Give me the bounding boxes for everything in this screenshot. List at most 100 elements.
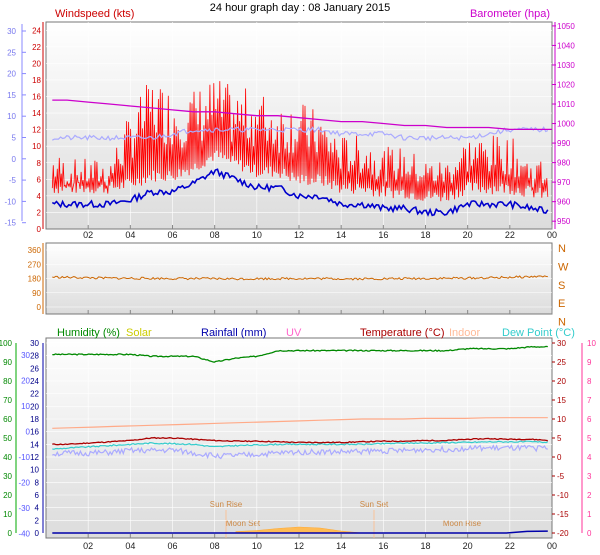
baro-ytick-label: 970 (557, 178, 571, 187)
humidity-ytick-label: 100 (0, 339, 13, 348)
direction-compass-label: N (558, 317, 566, 329)
uv-ytick-label: 4 (587, 453, 592, 462)
temp-right-label: 0 (557, 453, 562, 462)
temp-ytick-label: 8 (35, 478, 40, 487)
wind-far-left-label: -5 (9, 176, 17, 185)
dewpoint-label: Dew Point (°C) (502, 327, 575, 339)
wind-ytick-label: 2 (37, 208, 42, 217)
temp-right-label: -15 (557, 510, 569, 519)
temp-xtick-label: 18 (420, 541, 430, 551)
temp-right-label: -5 (557, 472, 565, 481)
rainfall-label: Rainfall (mm) (201, 327, 266, 339)
wind-far-left-label: 0 (12, 155, 17, 164)
wind-ytick-label: 12 (32, 126, 41, 135)
wind-xtick-label: 14 (336, 230, 346, 240)
temp-ytick-label: 12 (30, 453, 39, 462)
wind-ytick-label: 16 (32, 93, 41, 102)
gust-series-line (51, 81, 549, 202)
temp-right-label: -10 (557, 491, 569, 500)
sunrise-annotation: Sun Rise (210, 500, 243, 509)
wind-xtick-label: 18 (420, 230, 430, 240)
temp-ytick-label: 2 (35, 516, 40, 525)
chart-marks: 2422201816141210864201050104010301020101… (0, 22, 596, 551)
uv-ytick-label: 2 (587, 491, 592, 500)
dewpoint-far-left-label: 20 (21, 377, 30, 386)
temp-ytick-label: 26 (30, 364, 39, 373)
rainfall-series-line (52, 530, 548, 534)
temp-xtick-label: 04 (125, 541, 135, 551)
humidity-ytick-label: 0 (8, 529, 13, 538)
dewpoint-far-left-label: -10 (18, 453, 30, 462)
temp-ytick-label: 6 (35, 491, 40, 500)
temp-xtick-label: 06 (167, 541, 177, 551)
temp-ytick-label: 14 (30, 440, 39, 449)
sunset-annotation: Sun Set (360, 500, 389, 509)
baro-ytick-label: 1030 (557, 61, 575, 70)
direction-ytick-label: 360 (28, 246, 42, 255)
humidity-ytick-label: 90 (3, 358, 12, 367)
temp-xtick-label: 00 (547, 541, 557, 551)
dewpoint-far-left-label: -30 (18, 504, 30, 513)
moonrise-annotation: Moon Rise (443, 519, 482, 528)
wind-xtick-label: 04 (125, 230, 135, 240)
temp-xtick-label: 12 (294, 541, 304, 551)
uv-ytick-label: 8 (587, 377, 592, 386)
wind-ytick-label: 10 (32, 142, 41, 151)
humidity-ytick-label: 50 (3, 434, 12, 443)
wind-ytick-label: 0 (37, 225, 42, 234)
wind-xtick-label: 06 (167, 230, 177, 240)
wind-xtick-label: 16 (378, 230, 388, 240)
wind-ytick-label: 6 (37, 175, 42, 184)
barometer-series-line (52, 99, 552, 131)
baro-ytick-label: 1040 (557, 41, 575, 50)
uv-ytick-label: 1 (587, 510, 592, 519)
temp-xtick-label: 08 (210, 541, 220, 551)
temp-xtick-label: 14 (336, 541, 346, 551)
wind-far-left-label: 25 (7, 48, 16, 57)
temp-right-label: 5 (557, 434, 562, 443)
wind-average-series-line (51, 168, 549, 217)
direction-compass-label: N (558, 243, 566, 255)
temp-right-label: 25 (557, 358, 566, 367)
wind-xtick-label: 20 (463, 230, 473, 240)
wind-far-left-label: 15 (7, 91, 16, 100)
temp-xtick-label: 16 (378, 541, 388, 551)
wind-ytick-label: 14 (32, 109, 41, 118)
temp-right-label: 15 (557, 396, 566, 405)
uv-ytick-label: 10 (587, 339, 596, 348)
baro-ytick-label: 1000 (557, 120, 575, 129)
wind-xtick-label: 12 (294, 230, 304, 240)
temp-xtick-label: 02 (83, 541, 93, 551)
solar-area (235, 526, 363, 534)
baro-ytick-label: 980 (557, 159, 571, 168)
indoor-series-line (52, 417, 548, 429)
temp-ytick-label: 28 (30, 352, 39, 361)
dewpoint-far-left-label: -40 (18, 530, 30, 539)
dewpoint-far-left-label: 30 (21, 351, 30, 360)
temp-xtick-label: 22 (505, 541, 515, 551)
uv-ytick-label: 0 (587, 529, 592, 538)
temp-ytick-label: 4 (35, 504, 40, 513)
baro-ytick-label: 950 (557, 217, 571, 226)
barometer-label: Barometer (hpa) (470, 8, 550, 20)
temp-right-label: -20 (557, 529, 569, 538)
temperature-series-line (52, 436, 548, 446)
temp-ytick-label: 18 (30, 415, 39, 424)
wind-far-left-label: -10 (4, 197, 16, 206)
temperature-label: Temperature (°C) (360, 327, 444, 339)
baro-ytick-label: 960 (557, 198, 571, 207)
direction-ytick-label: 90 (32, 289, 41, 298)
temp-xtick-label: 10 (252, 541, 262, 551)
humidity-label: Humidity (%) (57, 327, 120, 339)
direction-ytick-label: 0 (37, 303, 42, 312)
wind-far-left-label: 30 (7, 27, 16, 36)
dewpoint-far-left-label: 0 (26, 428, 31, 437)
wind-ytick-label: 22 (32, 43, 41, 52)
wind-xtick-label: 02 (83, 230, 93, 240)
windspeed-label: Windspeed (kts) (55, 8, 134, 20)
wind-temp-series-line (52, 126, 549, 142)
temp-xtick-label: 20 (463, 541, 473, 551)
wind-far-left-label: 5 (12, 134, 17, 143)
temp-right-label: 30 (557, 339, 566, 348)
temp-right-label: 20 (557, 377, 566, 386)
